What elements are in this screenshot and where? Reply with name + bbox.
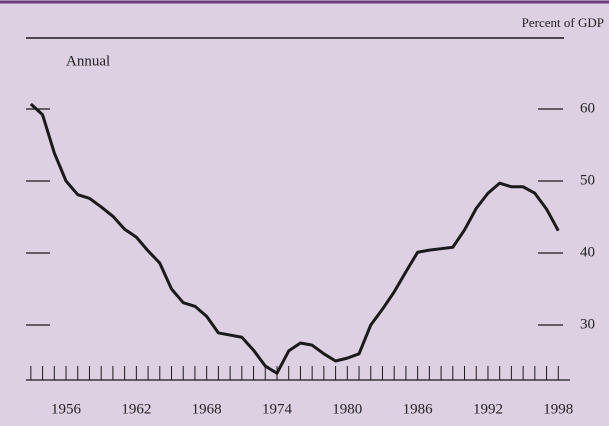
x-tick-label: 1980 [332,401,362,417]
y-tick-label: 50 [580,172,595,188]
data-line [29,102,560,375]
x-tick-label: 1968 [192,401,222,417]
x-tick-label: 1956 [51,401,82,417]
x-tick-label: 1998 [543,401,573,417]
y-tick-label: 40 [580,244,595,260]
unit-label: Percent of GDP [522,15,604,30]
y-tick-label: 60 [580,100,595,116]
x-tick-label: 1974 [262,401,293,417]
y-tick-label: 30 [580,316,595,332]
x-tick-label: 1962 [121,401,151,417]
x-tick-label: 1986 [403,401,434,417]
x-tick-label: 1992 [473,401,503,417]
annotation: Annual [66,53,110,69]
